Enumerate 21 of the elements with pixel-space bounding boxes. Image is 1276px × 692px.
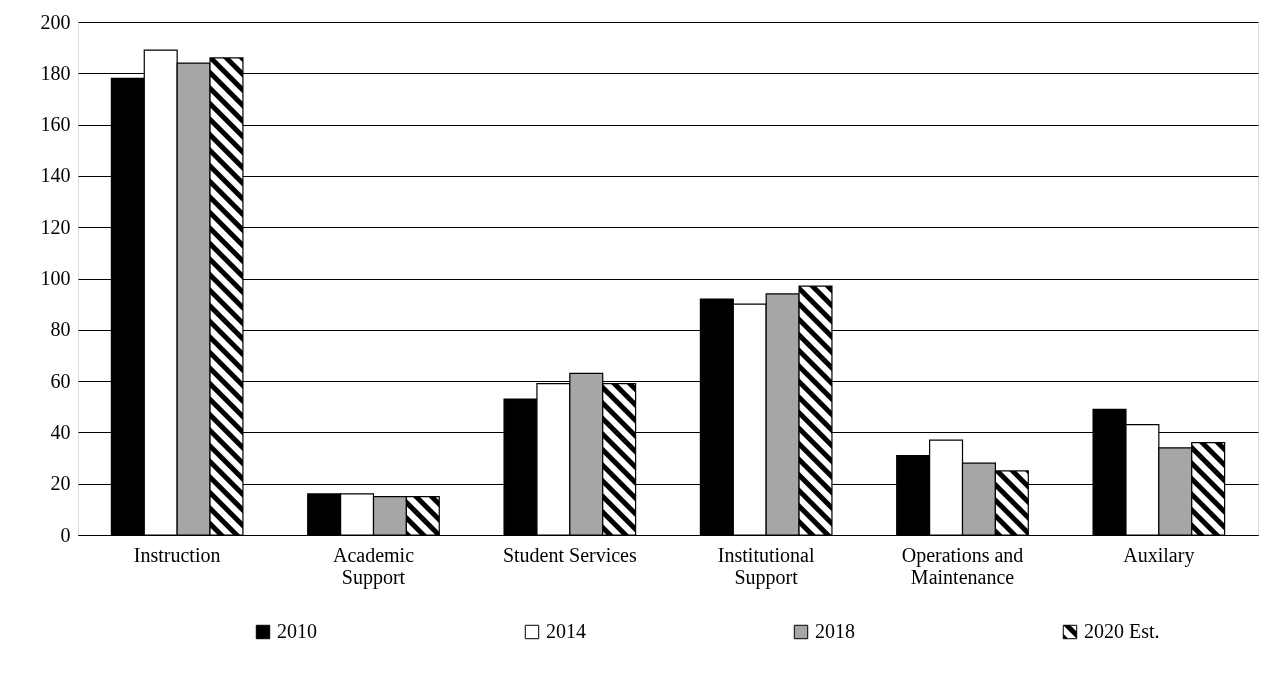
legend-label: 2020 Est. (1084, 620, 1160, 642)
y-tick-label: 0 (60, 523, 71, 546)
x-tick-label: Student Services (502, 543, 637, 566)
legend-label: 2018 (815, 620, 855, 642)
y-tick-label: 20 (50, 472, 71, 495)
y-tick-label: 180 (40, 61, 71, 84)
y-tick-label: 40 (50, 420, 71, 443)
y-tick-label: 60 (50, 369, 71, 392)
y-tick-label: 160 (40, 113, 71, 136)
y-tick-label: 120 (40, 215, 71, 238)
legend-label: 2014 (546, 620, 586, 642)
legend-label: 2010 (277, 620, 317, 642)
x-tick-label: Operations and Maintenance (901, 543, 1024, 588)
y-tick-label: 140 (40, 164, 71, 187)
y-tick-label: 80 (50, 318, 71, 341)
x-tick-label: Auxilary (1123, 543, 1195, 567)
y-tick-label: 200 (40, 10, 71, 33)
x-tick-label: Institutional Support (717, 543, 815, 589)
y-tick-label: 100 (40, 267, 71, 289)
x-tick-label: Instruction (133, 543, 221, 566)
x-tick-label: Academic Support (332, 543, 415, 589)
